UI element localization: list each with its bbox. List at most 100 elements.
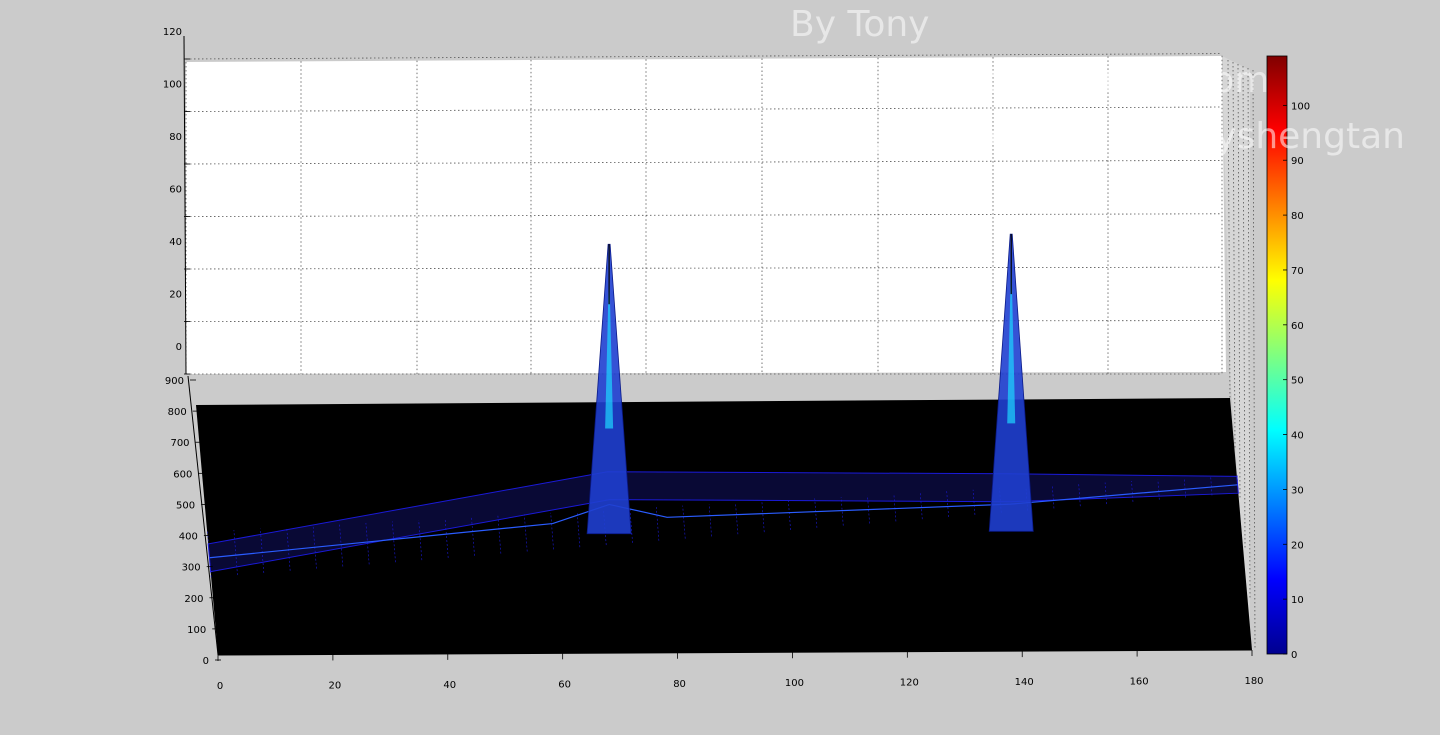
peak-highlight-1	[605, 264, 614, 429]
z-tick-label: 40	[169, 237, 182, 248]
x-tick-label: 100	[785, 678, 804, 689]
mesh-band	[207, 471, 1239, 573]
mesh-line	[893, 494, 897, 522]
mesh-line	[1236, 475, 1239, 494]
x-tick-label: 60	[558, 679, 571, 690]
z-tick-label: 80	[169, 132, 182, 143]
colorbar-gradient	[1266, 55, 1288, 655]
mesh-line	[233, 530, 238, 576]
horizontal-gridline	[185, 53, 1223, 60]
horizontal-gridline	[185, 159, 1223, 165]
mesh-line	[840, 496, 844, 526]
side-gridline	[1227, 59, 1231, 401]
z-tick-label: 60	[169, 185, 182, 196]
colorbar-tick-label: 50	[1291, 376, 1304, 387]
colorbar-tick-label: 10	[1291, 595, 1304, 606]
y-tick-label: 100	[187, 625, 206, 636]
colorbar-tick-label: 60	[1291, 321, 1304, 332]
mesh-line	[629, 508, 633, 543]
z-axis-line	[183, 35, 187, 375]
mesh-line	[919, 492, 923, 520]
x-tick-label: 140	[1015, 677, 1034, 688]
mesh-line	[814, 498, 818, 528]
mesh-line	[1210, 476, 1213, 496]
y-tick-label: 900	[165, 376, 184, 387]
side-gridline	[1242, 65, 1246, 551]
mesh-line	[1131, 480, 1134, 502]
x-tick-label: 180	[1244, 676, 1263, 687]
mesh-line	[576, 511, 581, 548]
y-tick-label: 500	[176, 500, 195, 511]
mesh-line	[339, 524, 344, 567]
y-tick-label: 200	[184, 594, 203, 605]
floor	[196, 398, 1252, 655]
z-tick-label: 20	[169, 290, 182, 301]
mesh-ridge	[209, 484, 1238, 559]
x-tick-label: 120	[900, 678, 919, 689]
floor-plane	[196, 398, 1252, 655]
z-tick-label: 0	[176, 342, 182, 353]
y-axis-line	[187, 375, 219, 656]
colorbar-tick-label: 100	[1291, 101, 1310, 112]
z-tick-label: 100	[163, 80, 182, 91]
y-tick-label: 700	[170, 438, 189, 449]
surface-peaks	[586, 233, 1034, 535]
colorbar-tick-label: 80	[1291, 211, 1304, 222]
x-tick-label: 40	[443, 680, 456, 691]
colorbar-tick-label: 0	[1291, 650, 1297, 661]
horizontal-gridline	[185, 213, 1223, 217]
mesh-line	[1157, 479, 1160, 500]
x-tick-label: 160	[1130, 677, 1149, 688]
x-axis-line	[217, 649, 1253, 656]
colorbar-tick-label: 40	[1291, 431, 1304, 442]
mesh-line	[735, 502, 739, 535]
x-tick-label: 0	[217, 681, 223, 692]
mesh-line	[444, 518, 449, 558]
mesh-line	[708, 504, 712, 537]
axes	[183, 35, 1253, 656]
y-tick-label: 800	[168, 407, 187, 418]
peak-highlight-2	[1007, 254, 1016, 424]
colorbar-tick-label: 90	[1291, 156, 1304, 167]
watermark-author: By Tony	[790, 4, 930, 45]
colorbar-tick-label: 20	[1291, 540, 1304, 551]
mesh-line	[655, 507, 660, 541]
y-tick-label: 0	[203, 656, 209, 667]
colorbar: 0 10 20 30 40 50 60 70 80 90 100	[1266, 55, 1310, 661]
mesh-line	[682, 505, 686, 539]
mesh-line	[946, 491, 949, 518]
y-tick-label: 400	[179, 532, 198, 543]
side-gridline	[1232, 61, 1236, 451]
z-tick-label: 120	[163, 27, 182, 38]
mesh-line	[867, 495, 870, 524]
side-gridline	[1247, 67, 1251, 601]
horizontal-gridline	[185, 106, 1223, 112]
y-tick-label: 300	[182, 563, 201, 574]
mesh-line	[471, 517, 475, 556]
x-axis-ticks: 0 20 40 60 80 100 120 140 160 180	[217, 650, 1264, 692]
x-tick-label: 80	[673, 679, 686, 690]
mesh-line	[286, 527, 291, 571]
colorbar-tick-label: 30	[1291, 485, 1304, 496]
mesh-line	[972, 489, 976, 515]
watermark-email: tony.shengtan@gmail.com	[790, 60, 1270, 101]
watermark-url: http://blog.csdn.net/tonyshengtan	[790, 116, 1405, 157]
mesh-line	[761, 501, 765, 533]
y-tick-label: 600	[173, 469, 192, 480]
mesh-line	[787, 499, 791, 531]
grid-lines	[185, 53, 1256, 651]
horizontal-gridline	[185, 320, 1223, 322]
mesh-line	[391, 521, 396, 563]
x-tick-label: 20	[329, 680, 342, 691]
side-gridline	[1252, 69, 1256, 651]
horizontal-gridline	[185, 266, 1223, 270]
y-axis-ticks: 0 100 200 300 400 500 600 700 800 900	[165, 376, 221, 667]
z-axis-ticks: 0 20 40 60 80 100 120	[163, 27, 190, 375]
mesh-line	[365, 522, 370, 565]
side-gridline	[1237, 63, 1241, 501]
mesh-line	[259, 528, 265, 573]
colorbar-tick-label: 70	[1291, 266, 1304, 277]
mesh-line	[1183, 478, 1186, 498]
mesh-line	[418, 520, 423, 561]
